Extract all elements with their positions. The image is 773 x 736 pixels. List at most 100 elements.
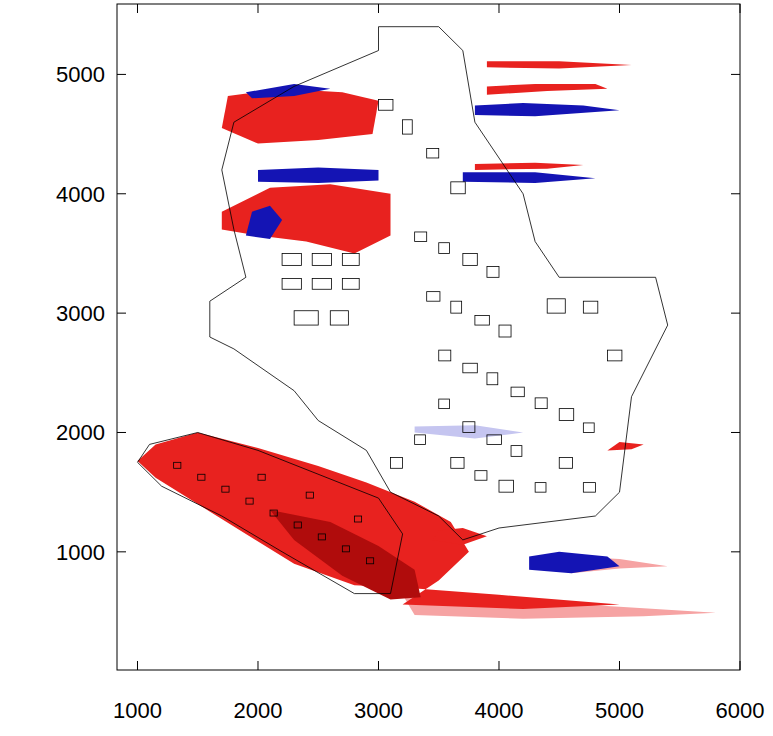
field-patch [475,103,620,116]
building [294,522,301,528]
building [439,350,451,361]
building [318,534,325,540]
building [427,292,440,302]
x-tick-label: 5000 [595,698,644,723]
x-tick [498,661,499,670]
building [312,279,331,290]
field-patch [487,84,608,95]
building [342,546,349,552]
field-patch [487,61,632,68]
building [535,483,546,493]
building [583,423,594,433]
y-tick-right [731,432,740,433]
x-tick-top [740,4,741,13]
field-patch [246,206,282,239]
building [583,483,595,493]
building [294,311,318,325]
building [174,462,181,468]
y-tick-label: 4000 [56,182,105,207]
building [427,148,439,158]
x-tick-top [619,4,620,13]
x-tick [257,661,258,670]
building [511,446,522,457]
y-tick [117,432,126,433]
building [463,363,477,373]
x-tick [619,661,620,670]
plot-frame [117,4,740,670]
building [366,558,373,564]
building [547,299,565,313]
building [583,301,597,313]
y-tick [117,313,126,314]
building [258,474,265,480]
coastline [210,27,668,540]
building [451,182,465,194]
y-tick-label: 2000 [56,420,105,445]
coastline [138,433,403,594]
field-patch [222,89,379,144]
x-tick-top [137,4,138,13]
building [415,435,426,445]
building [487,373,498,385]
field-patch [415,425,523,438]
y-tick-right [731,74,740,75]
building [475,471,487,481]
building [354,516,361,522]
building [559,458,572,469]
building [535,398,547,409]
y-tick-label: 5000 [56,62,105,87]
building [198,474,205,480]
x-tick-label: 6000 [716,698,765,723]
building [282,279,301,290]
x-tick-label: 1000 [113,698,162,723]
field-patch [475,163,583,170]
x-tick-label: 2000 [234,698,283,723]
building [439,399,450,409]
y-tick-right [731,193,740,194]
y-tick [117,74,126,75]
plot-area [138,27,716,619]
building [607,350,621,361]
building [451,458,464,469]
building [342,253,359,265]
building [451,301,462,313]
building [499,325,511,337]
x-tick [378,661,379,670]
building [391,458,403,469]
y-tick-right [731,551,740,552]
y-tick-right [731,313,740,314]
building [511,387,524,397]
building [246,498,253,504]
building [475,316,489,326]
building [463,422,475,433]
building [559,409,573,421]
x-tick [137,661,138,670]
y-tick-label: 3000 [56,301,105,326]
building [282,253,301,265]
building [463,253,477,265]
x-tick-top [378,4,379,13]
field-patch [222,184,391,253]
chart: 1000200030004000500060001000200030004000… [0,0,773,736]
y-tick [117,193,126,194]
field-patch [433,528,487,545]
building [439,243,450,254]
building [487,435,501,445]
building [270,510,277,516]
x-tick-label: 3000 [354,698,403,723]
field-patch [138,433,620,610]
y-tick-label: 1000 [56,540,105,565]
building [330,311,348,325]
building [487,267,499,278]
building [378,99,392,110]
building [306,492,313,498]
building [415,232,427,242]
x-tick-top [257,4,258,13]
field-patch [246,84,330,98]
y-tick [117,551,126,552]
field-patch [463,172,596,183]
building [403,120,413,134]
field-patch [529,552,619,574]
field-patch [258,168,379,184]
x-tick-top [498,4,499,13]
